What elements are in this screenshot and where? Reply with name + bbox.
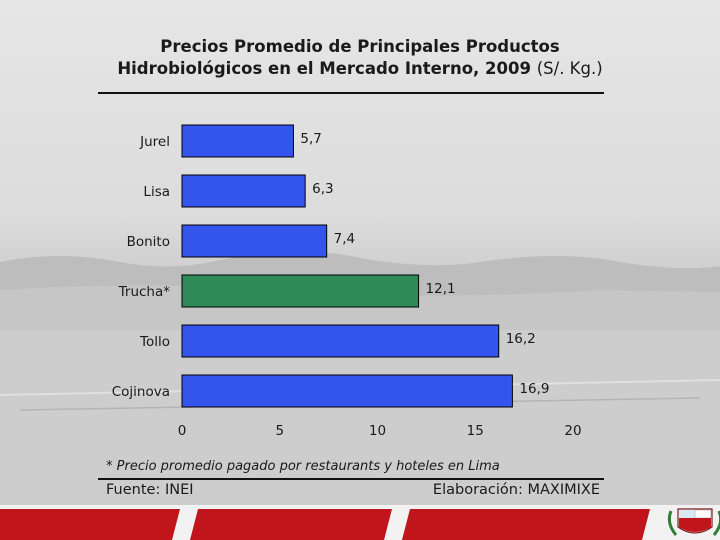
x-tick-label: 0 [178,423,187,439]
category-label: Lisa [143,184,170,200]
bar-2 [181,224,328,258]
peru-coat-of-arms-icon [667,508,720,536]
value-label: 16,2 [506,331,536,347]
source-label: Fuente: INEI [106,482,194,498]
category-label: Jurel [139,134,170,150]
title-line-2: Hidrobiológicos en el Mercado Interno, 2… [60,58,660,80]
x-tick-label: 20 [564,423,581,439]
bar-3 [181,274,420,308]
x-tick-label: 5 [275,423,284,439]
title-line-1: Precios Promedio de Principales Producto… [160,37,560,56]
category-label: Bonito [127,234,170,250]
value-label: 7,4 [334,231,355,247]
footer-divider [98,478,604,480]
credit-label: Elaboración: MAXIMIXE [432,482,600,498]
bar-0 [181,124,294,158]
bar-1 [181,174,306,208]
chart-title: Precios Promedio de Principales Producto… [60,36,660,80]
value-label: 16,9 [519,381,549,397]
category-label: Cojinova [112,384,170,400]
bar-5 [181,374,513,408]
title-divider [98,92,604,94]
category-label: Trucha* [118,284,171,300]
category-label: Tollo [139,334,170,350]
title-unit: (S/. Kg.) [536,59,603,78]
bottom-decorative-band [0,505,720,540]
x-tick-label: 15 [467,423,484,439]
title-line-2-text: Hidrobiológicos en el Mercado Interno, 2… [117,59,531,78]
bar-4 [181,324,500,358]
value-label: 6,3 [312,181,333,197]
value-label: 12,1 [426,281,456,297]
x-tick-label: 10 [369,423,386,439]
footnote: * Precio promedio pagado por restaurants… [106,459,500,474]
value-label: 5,7 [300,131,321,147]
